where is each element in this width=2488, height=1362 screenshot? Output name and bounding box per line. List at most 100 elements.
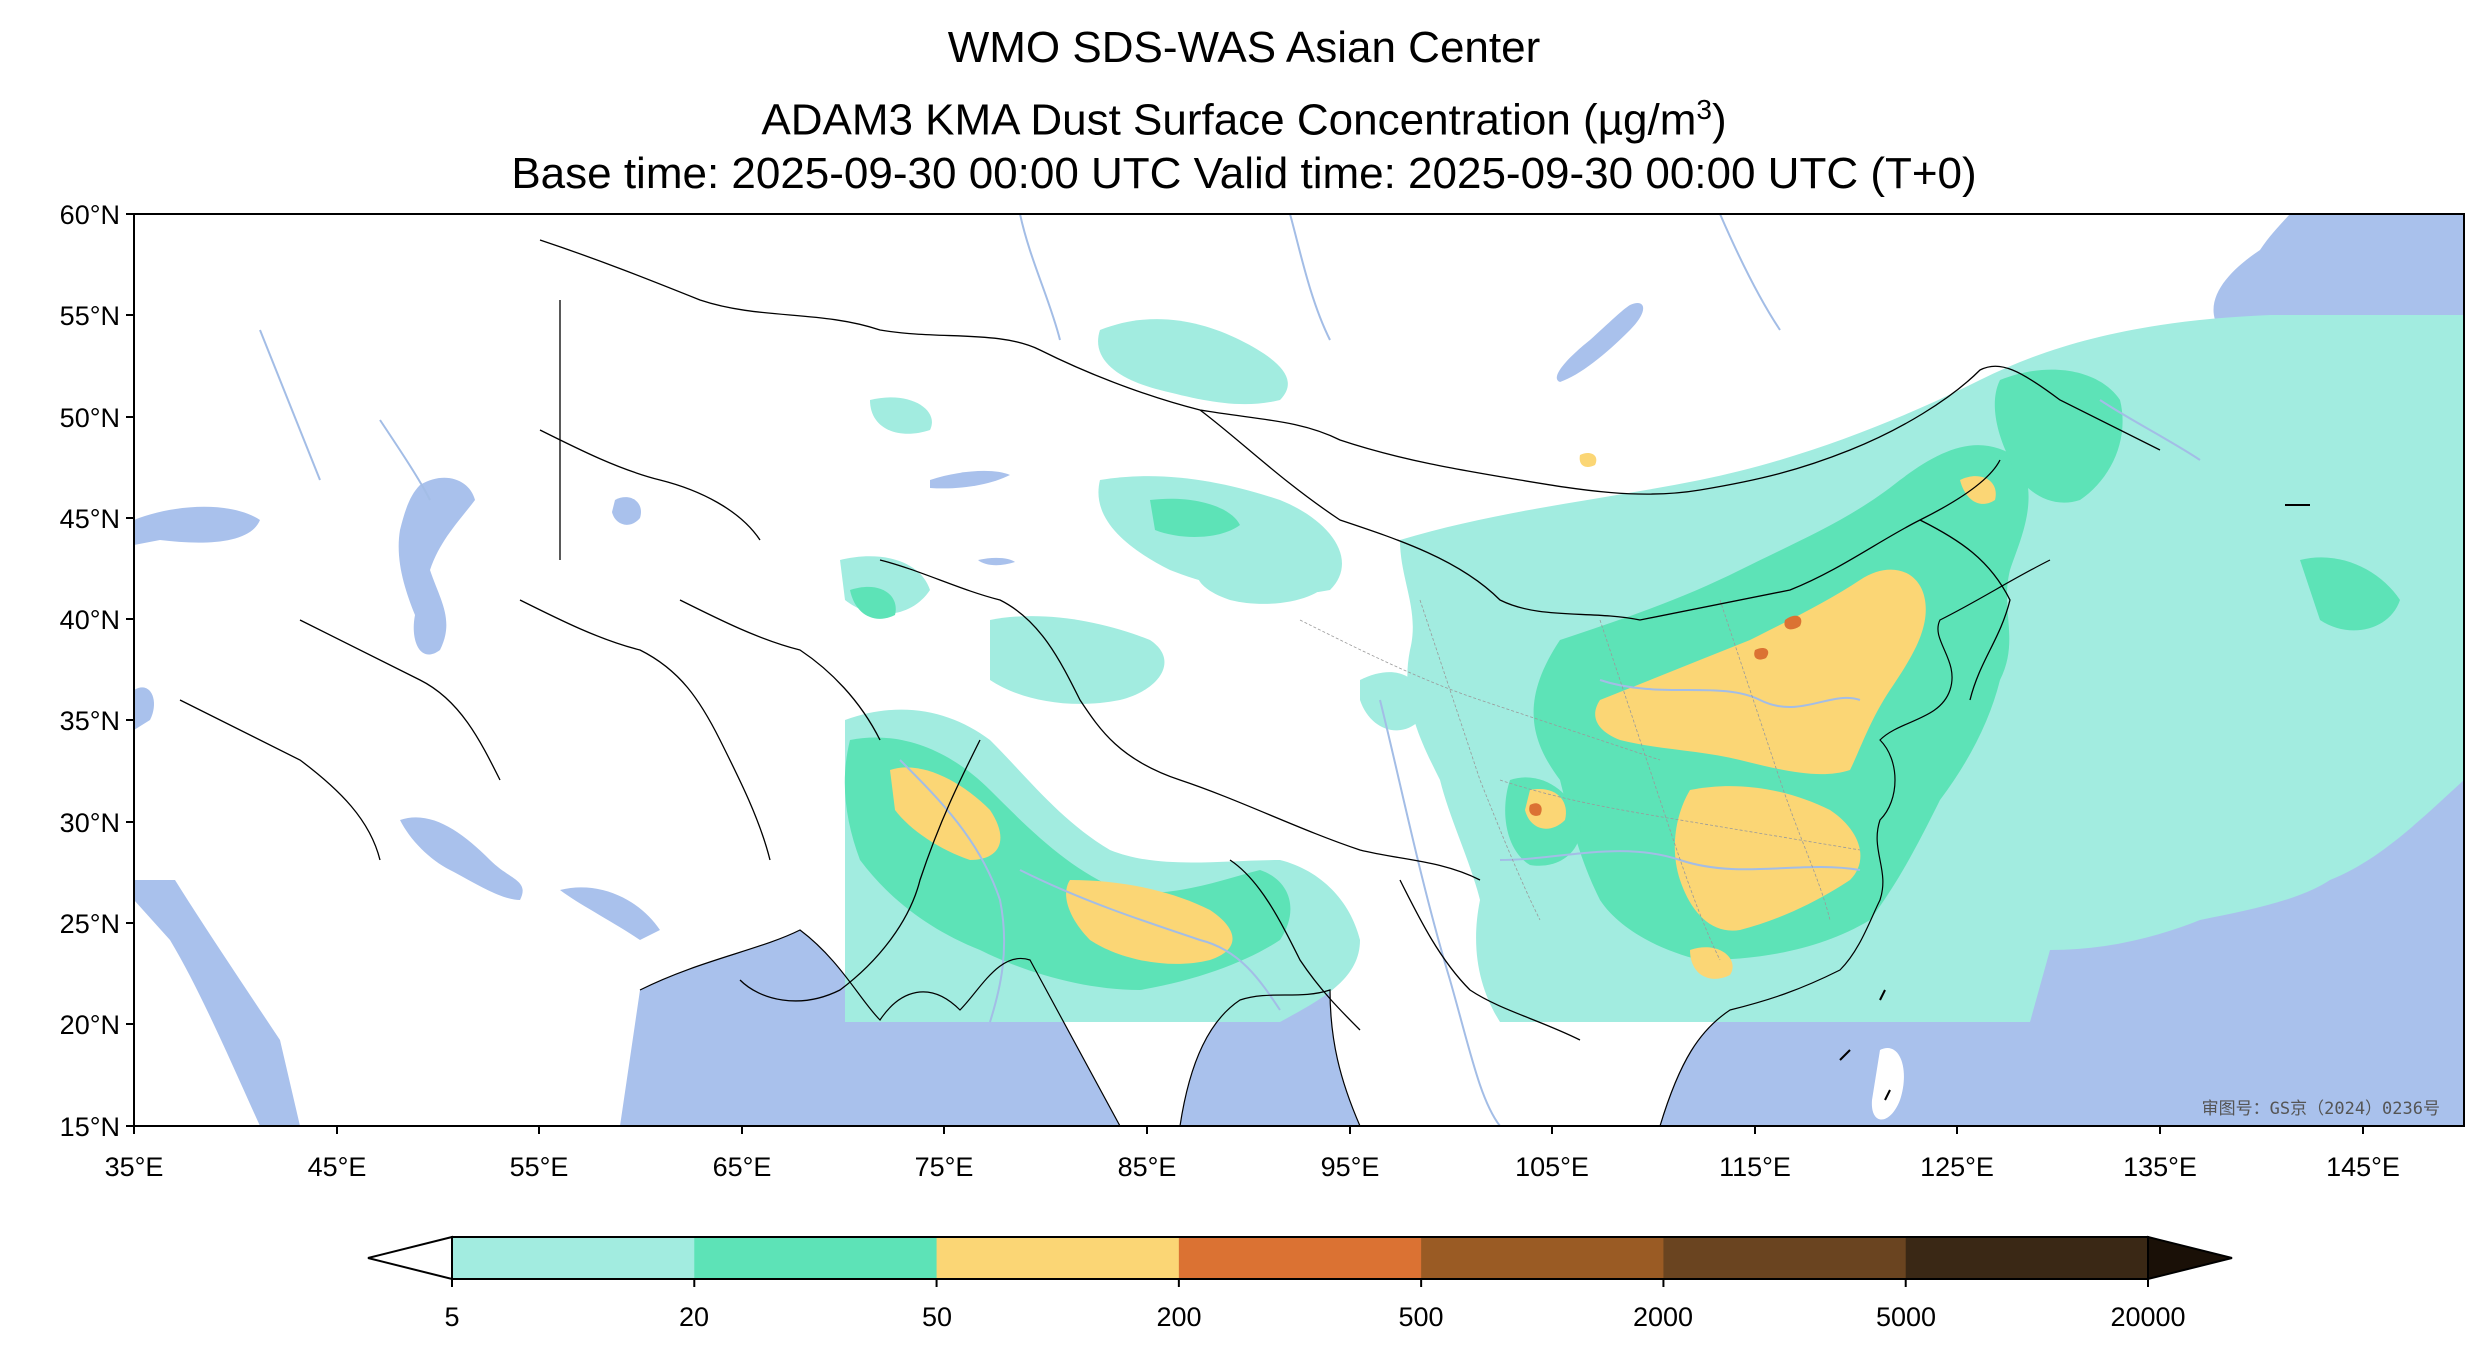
rivers: [259, 214, 2201, 1126]
title-line-2-prefix: ADAM3 KMA Dust Surface Concentration (: [761, 95, 1598, 145]
contour-20-kyrgyz: [850, 586, 896, 619]
river-don: [259, 329, 321, 481]
colorbar-label-50: 50: [922, 1302, 952, 1332]
contour-50-yangtze: [1674, 786, 1861, 931]
border-pakistan-india: [739, 739, 981, 1002]
longitude-labels: 35°E 45°E 55°E 65°E 75°E 85°E 95°E 105°E…: [105, 1152, 2400, 1182]
river-volga: [379, 419, 431, 501]
title-line-2-suffix: ): [1711, 95, 1727, 145]
lat-label-50: 50°N: [60, 403, 120, 433]
contour-5-west-siberia: [870, 397, 932, 434]
lat-label-35: 35°N: [60, 706, 120, 736]
border-iraq-iran: [299, 619, 501, 781]
map-approval-stamp: 审图号：GS京（2024）0236号: [2202, 1099, 2440, 1119]
colorbar-label-5: 5: [444, 1302, 459, 1332]
mediterranean-sea: [134, 687, 155, 730]
border-iran-east: [519, 599, 771, 861]
bay-of-bengal: [1180, 990, 1360, 1126]
lat-label-20: 20°N: [60, 1010, 120, 1040]
lon-label-135: 135°E: [2123, 1152, 2197, 1182]
colorbar-segment-20: [694, 1237, 938, 1279]
province-border-2: [1419, 599, 1541, 921]
lat-label-60: 60°N: [60, 200, 120, 230]
title-line-3: Base time: 2025-09-30 00:00 UTC Valid ti…: [511, 149, 1977, 198]
contour-200-spot-1: [1784, 615, 1802, 630]
border-afghanistan: [679, 599, 881, 741]
contour-20-manchuria: [1994, 369, 2123, 503]
map-frame: [133, 213, 2465, 1127]
lon-label-35: 35°E: [105, 1152, 164, 1182]
lon-label-95: 95°E: [1321, 1152, 1380, 1182]
colorbar-extend-high: [2147, 1235, 2233, 1281]
dash-3: [1884, 1089, 1891, 1101]
border-china-mongolia: [1199, 409, 2001, 621]
philippines-luzon: [1871, 1048, 1904, 1120]
lat-label-40: 40°N: [60, 605, 120, 635]
lat-label-55: 55°N: [60, 301, 120, 331]
lake-baikal: [1556, 302, 1644, 382]
lon-label-75: 75°E: [915, 1152, 974, 1182]
lat-label-30: 30°N: [60, 808, 120, 838]
black-sea: [134, 506, 260, 545]
country-borders: [179, 239, 2161, 1041]
contour-20-pacific: [2300, 557, 2400, 631]
colorbar-label-500: 500: [1398, 1302, 1443, 1332]
caspian-sea: [398, 477, 475, 655]
river-indus: [899, 759, 1006, 1023]
lon-label-45: 45°E: [308, 1152, 367, 1182]
colorbar-labels: 5 20 50 200 500 2000 5000 20000: [444, 1302, 2185, 1332]
contour-50-south-china: [1690, 947, 1733, 979]
contour-50-north-china-plain: [1595, 569, 1926, 775]
contour-20-kazakh: [1150, 498, 1240, 537]
colorbar-segments: [452, 1237, 2149, 1279]
red-sea: [134, 880, 300, 1126]
map-content: [134, 214, 2464, 1126]
border-china-korea: [1919, 519, 2011, 701]
colorbar-segment-2000: [1663, 1237, 1907, 1279]
province-borders: [1299, 599, 1861, 961]
river-amur: [2099, 399, 2201, 461]
coast-south-asia-west: [639, 929, 1121, 1126]
contour-level-50-200: [890, 453, 1996, 979]
title-line-2-sup: 3: [1696, 94, 1712, 125]
river-yenisei: [1289, 214, 1331, 341]
dust-contours: [840, 315, 2464, 1022]
colorbar-ticks: [451, 1279, 2149, 1287]
border-russia-south: [539, 239, 2161, 495]
colorbar-segment-50: [936, 1237, 1180, 1279]
title-line-2-unit: µg/m: [1597, 95, 1697, 145]
hainan-island: [1639, 1026, 1673, 1053]
contour-level-200-500: [1529, 615, 1802, 816]
contour-200-spot-2: [1754, 647, 1769, 660]
dash-1: [1839, 1049, 1851, 1061]
province-border-5: [1499, 779, 1861, 851]
lat-label-45: 45°N: [60, 504, 120, 534]
colorbar-label-2000: 2000: [1633, 1302, 1693, 1332]
lon-label-125: 125°E: [1920, 1152, 1994, 1182]
colorbar-frame: [451, 1236, 2149, 1280]
longitude-axis: [133, 1126, 2364, 1134]
river-mekong: [1379, 699, 1501, 1126]
title-line-2: ADAM3 KMA Dust Surface Concentration (µg…: [0, 82, 2488, 149]
contour-50-mongolia: [1579, 453, 1597, 467]
colorbar-segment-5000: [1905, 1237, 2149, 1279]
contour-50-manchuria: [1960, 476, 1996, 504]
lon-label-65: 65°E: [713, 1152, 772, 1182]
coast-bay-of-bengal: [1179, 989, 1361, 1126]
colorbar-label-5000: 5000: [1876, 1302, 1936, 1332]
border-china-south-west: [879, 559, 1481, 881]
persian-gulf: [400, 817, 523, 900]
lat-label-15: 15°N: [60, 1112, 120, 1142]
river-yellow: [1599, 679, 1861, 709]
colorbar-segment-5: [452, 1237, 695, 1279]
contour-200-spot-3: [1529, 803, 1542, 816]
colorbar-label-20: 20: [679, 1302, 709, 1332]
river-lena: [1719, 214, 1781, 331]
colorbar: 5 20 50 200 500 2000 5000 20000: [367, 1235, 2233, 1332]
gulf-of-oman: [560, 887, 660, 940]
colorbar-segment-500: [1421, 1237, 1664, 1279]
contour-5-kazakh-north: [1098, 319, 1288, 405]
dash-2: [1879, 989, 1886, 1001]
river-ob: [1019, 214, 1061, 341]
